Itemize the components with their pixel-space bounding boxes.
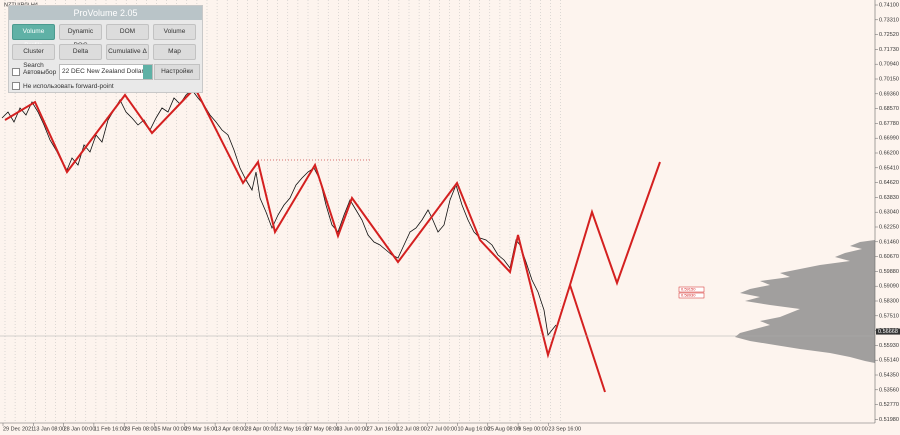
price-tick-label: 0.68570 bbox=[879, 106, 899, 112]
price-tick-label: 0.67780 bbox=[879, 121, 899, 127]
settings-button[interactable]: Настройки bbox=[154, 64, 200, 80]
price-tick-label: 0.72520 bbox=[879, 32, 899, 38]
price-tick-label: 0.57510 bbox=[879, 313, 899, 319]
checkbox-label: Не использовать forward-point bbox=[23, 82, 114, 90]
auto-select[interactable]: Автовыбор bbox=[12, 68, 56, 76]
price-tick-label: 0.65410 bbox=[879, 165, 899, 171]
date-label: 11 Feb 16:00 bbox=[94, 426, 126, 432]
date-label: 27 May 08:00 bbox=[306, 426, 339, 432]
date-label: 23 Sep 16:00 bbox=[548, 426, 581, 432]
tool-button[interactable]: Cluster Search bbox=[12, 44, 55, 69]
date-label: 10 Aug 16:00 bbox=[458, 426, 490, 432]
price-tick-label: 0.51980 bbox=[879, 417, 899, 423]
level-label: 0.58930 bbox=[681, 293, 696, 298]
price-tick-label: 0.55930 bbox=[879, 343, 899, 349]
price-tick-label: 0.58300 bbox=[879, 298, 899, 304]
label-box bbox=[678, 292, 705, 299]
price-tick-label: 0.59880 bbox=[879, 269, 899, 275]
level-labels: 0.59150 0.58930 bbox=[678, 286, 705, 299]
checkbox-label: Автовыбор bbox=[23, 68, 57, 76]
price-tick-label: 0.55140 bbox=[879, 358, 899, 364]
date-label: 13 Apr 08:00 bbox=[215, 426, 246, 432]
price-tick-label: 0.66200 bbox=[879, 150, 899, 156]
level-label: 0.59150 bbox=[681, 287, 696, 292]
date-label: 13 Jun 00:00 bbox=[336, 426, 368, 432]
forward-point[interactable]: Не использовать forward-point bbox=[12, 82, 114, 90]
price-tick-label: 0.62250 bbox=[879, 224, 899, 230]
instrument-select[interactable]: 22 DEC New Zealand Dollar bbox=[59, 64, 153, 80]
date-label: 15 Mar 00:00 bbox=[155, 426, 187, 432]
price-tick-label: 0.70940 bbox=[879, 62, 899, 68]
current-price-label: 0.56668 bbox=[878, 329, 898, 335]
price-line bbox=[1, 89, 557, 336]
date-label: 29 Dec 2021 bbox=[3, 426, 34, 432]
date-label: 12 May 16:00 bbox=[276, 426, 309, 432]
price-tick-label: 0.53560 bbox=[879, 387, 899, 393]
date-label: 28 Apr 00:00 bbox=[245, 426, 276, 432]
price-tick-label: 0.59090 bbox=[879, 284, 899, 290]
date-label: 13 Jan 08:00 bbox=[33, 426, 65, 432]
price-tick-label: 0.61460 bbox=[879, 239, 899, 245]
checkbox[interactable] bbox=[12, 68, 20, 76]
dropdown-arrow[interactable] bbox=[143, 65, 152, 79]
price-tick-label: 0.69360 bbox=[879, 91, 899, 97]
price-tick-label: 0.63830 bbox=[879, 195, 899, 201]
panel-title: ProVolume 2.05 bbox=[9, 6, 202, 20]
zigzag bbox=[4, 86, 661, 359]
tool-button[interactable]: Delta bbox=[59, 44, 102, 60]
date-label: 9 Sep 00:00 bbox=[518, 426, 548, 432]
price-tick-label: 0.73310 bbox=[879, 17, 899, 23]
date-label: 12 Jul 08:00 bbox=[397, 426, 427, 432]
provolume-panel: ProVolume 2.05 Volume ProfileDynamic POC… bbox=[8, 5, 203, 93]
price-tick-label: 0.66990 bbox=[879, 136, 899, 142]
tool-button[interactable]: Cumulative Δ bbox=[106, 44, 149, 60]
date-label: 25 Aug 08:00 bbox=[488, 426, 520, 432]
current-price-box bbox=[876, 328, 900, 335]
price-tick-label: 0.71730 bbox=[879, 47, 899, 53]
price-tick-label: 0.64620 bbox=[879, 180, 899, 186]
tool-button[interactable]: Volume bbox=[153, 24, 196, 40]
date-label: 29 Mar 16:00 bbox=[185, 426, 217, 432]
price-tick-label: 0.52770 bbox=[879, 402, 899, 408]
checkbox[interactable] bbox=[12, 82, 20, 90]
select-text: 22 DEC New Zealand Dollar bbox=[62, 68, 144, 75]
projection bbox=[569, 284, 606, 393]
price-tick-label: 0.70150 bbox=[879, 76, 899, 82]
price-tick-label: 0.60670 bbox=[879, 254, 899, 260]
price-tick-label: 0.54350 bbox=[879, 372, 899, 378]
button-grid: Volume ProfileDynamic POCDOMVolume Cluste… bbox=[12, 24, 198, 69]
tool-button[interactable]: Dynamic POC bbox=[59, 24, 102, 49]
price-tick-label: 0.63040 bbox=[879, 210, 899, 216]
date-label: 27 Jul 00:00 bbox=[427, 426, 457, 432]
date-label: 27 Jun 16:00 bbox=[367, 426, 399, 432]
price-axis bbox=[875, 0, 900, 435]
date-label: 28 Feb 08:00 bbox=[124, 426, 156, 432]
date-label: 28 Jan 00:00 bbox=[64, 426, 96, 432]
tool-button[interactable]: DOM bbox=[106, 24, 149, 40]
price-tick-label: 0.74100 bbox=[879, 2, 899, 8]
volume-profile bbox=[735, 240, 875, 363]
tool-button[interactable]: Map bbox=[153, 44, 196, 60]
label-box bbox=[678, 286, 705, 293]
tool-button[interactable]: Volume Profile bbox=[12, 24, 55, 49]
